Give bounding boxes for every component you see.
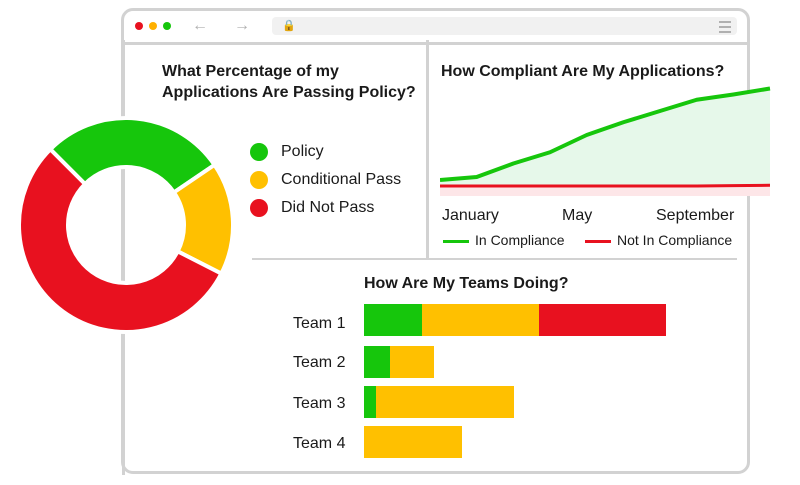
bar-team-1-conditional-pass xyxy=(422,304,539,336)
bar-team-1-policy xyxy=(364,304,422,336)
x-tick-january: January xyxy=(442,207,499,224)
address-bar[interactable]: 🔒 xyxy=(272,17,737,35)
bar-team-3-policy xyxy=(364,386,376,418)
x-tick-september: September xyxy=(656,207,735,224)
bar-team-2-policy xyxy=(364,346,390,378)
legend-label-did-not-pass: Did Not Pass xyxy=(281,199,375,216)
legend-swatch-conditional-pass xyxy=(250,171,268,189)
bar-chart-title: How Are My Teams Doing? xyxy=(364,275,569,292)
donut-chart xyxy=(17,116,235,334)
legend-line-not-in-compliance xyxy=(585,239,611,243)
minimize-window-dot[interactable] xyxy=(149,22,157,30)
compliance-line-chart xyxy=(440,86,771,196)
series-line-in-compliance xyxy=(440,86,771,182)
team-label-1: Team 1 xyxy=(293,315,346,332)
donut-slice-policy xyxy=(47,116,218,196)
browser-toolbar: ← → 🔒 xyxy=(124,11,747,45)
arrow-left-icon[interactable]: ← xyxy=(192,17,208,34)
bar-team-4-conditional-pass xyxy=(364,426,462,458)
legend-label-conditional-pass: Conditional Pass xyxy=(281,171,402,188)
maximize-window-dot[interactable] xyxy=(163,22,171,30)
team-label-4: Team 4 xyxy=(293,435,346,452)
bar-team-1-did-not-pass xyxy=(539,304,666,336)
hamburger-menu-icon[interactable] xyxy=(719,18,731,36)
legend-not-in-compliance: Not In Compliance xyxy=(585,232,732,248)
donut-title-line1: What Percentage of my xyxy=(162,63,339,80)
donut-slice-did-not-pass xyxy=(17,146,225,334)
legend-label-not-in-compliance: Not In Compliance xyxy=(617,232,733,248)
team-label-3: Team 3 xyxy=(293,395,346,412)
teams-stacked-bar-chart xyxy=(364,304,666,458)
legend-in-compliance: In Compliance xyxy=(443,232,565,248)
x-tick-may: May xyxy=(562,207,593,224)
series-line-not-in-compliance xyxy=(440,183,771,188)
close-window-dot[interactable] xyxy=(135,22,143,30)
arrow-right-icon[interactable]: → xyxy=(234,17,250,34)
bar-team-2-conditional-pass xyxy=(390,346,434,378)
not-in-compliance-band xyxy=(440,186,770,196)
content-left-border xyxy=(122,40,125,475)
panel-horizontal-divider xyxy=(252,258,737,260)
donut-title: What Percentage of my Applications Are P… xyxy=(162,61,416,103)
bar-team-3-conditional-pass xyxy=(376,386,514,418)
legend-label-policy: Policy xyxy=(281,143,324,160)
lock-icon: 🔒 xyxy=(282,20,296,32)
team-label-2: Team 2 xyxy=(293,354,346,371)
donut-title-line2: Applications Are Passing Policy? xyxy=(162,84,416,101)
legend-swatch-did-not-pass xyxy=(250,199,268,217)
legend-label-in-compliance: In Compliance xyxy=(475,232,565,248)
legend-line-in-compliance xyxy=(443,239,469,243)
panel-vertical-divider xyxy=(426,40,429,260)
line-chart-title: How Compliant Are My Applications? xyxy=(441,63,725,80)
legend-swatch-policy xyxy=(250,143,268,161)
